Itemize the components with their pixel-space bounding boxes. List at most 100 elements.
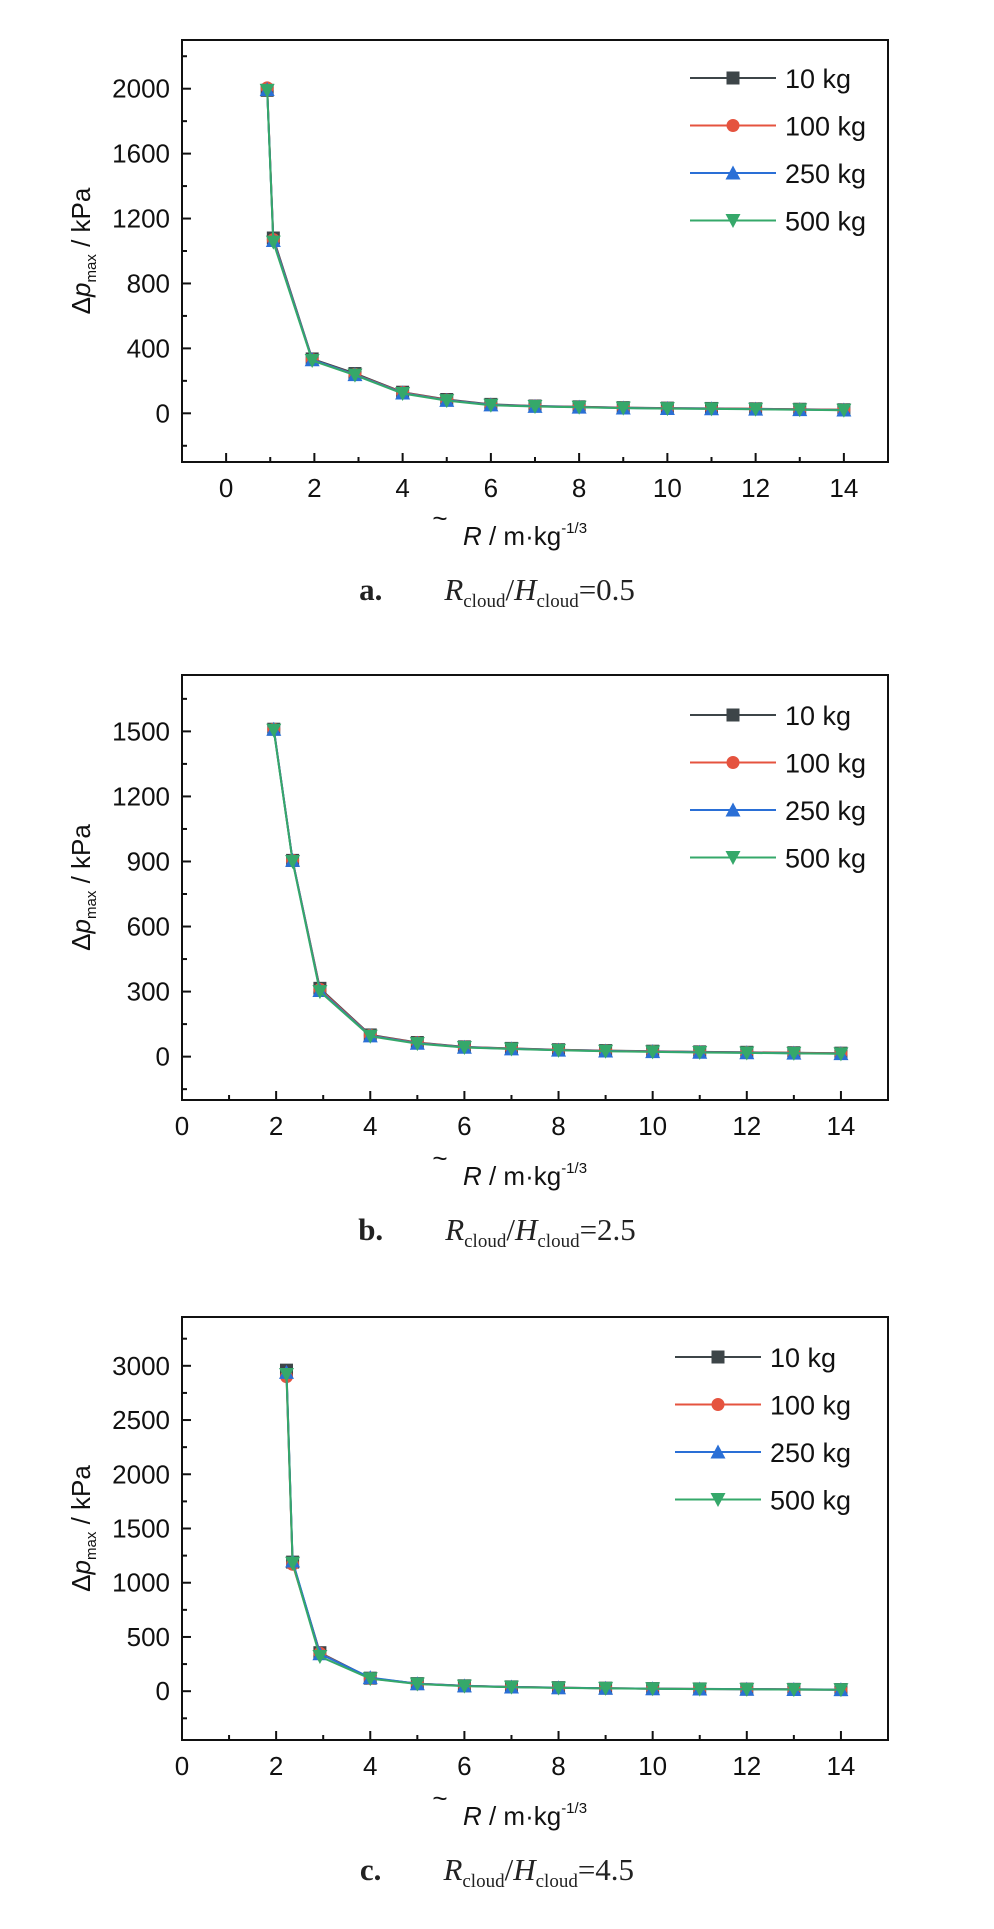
caption-gap bbox=[381, 1852, 443, 1887]
caption-R: R bbox=[443, 572, 463, 607]
x-tick-label: 8 bbox=[572, 473, 586, 503]
data-point bbox=[259, 83, 275, 98]
legend-label: 10 kg bbox=[770, 1343, 836, 1373]
legend-item: 100 kg bbox=[675, 1391, 851, 1421]
caption-letter: a. bbox=[359, 572, 382, 607]
legend-label: 500 kg bbox=[770, 1486, 851, 1516]
data-point bbox=[456, 1041, 472, 1056]
x-tick-label: 4 bbox=[395, 473, 409, 503]
x-tick-label: 14 bbox=[829, 473, 858, 503]
caption-value: =0.5 bbox=[579, 572, 635, 607]
data-point bbox=[265, 235, 281, 250]
y-tick-label: 1500 bbox=[112, 1514, 170, 1544]
caption-slash: / bbox=[505, 572, 514, 607]
legend-label: 100 kg bbox=[785, 749, 866, 779]
x-tick-label: 0 bbox=[175, 1111, 189, 1141]
legend-item: 100 kg bbox=[690, 112, 866, 142]
y-title-unit: / kPa bbox=[66, 1465, 96, 1532]
x-title-unit: / m·kg bbox=[482, 521, 561, 551]
legend-marker bbox=[725, 851, 741, 865]
data-point bbox=[692, 1682, 708, 1697]
legend-label: 250 kg bbox=[785, 796, 866, 826]
legend-marker bbox=[725, 802, 741, 817]
series-line bbox=[285, 1372, 841, 1691]
x-tick-label: 2 bbox=[269, 1751, 283, 1781]
plot-frame bbox=[181, 39, 889, 463]
legend-item: 500 kg bbox=[675, 1486, 851, 1516]
data-point bbox=[598, 1044, 614, 1059]
data-point bbox=[833, 1683, 849, 1698]
x-title-tilde: ~ bbox=[432, 1143, 447, 1173]
caption-gap bbox=[382, 572, 444, 607]
caption-H: H bbox=[512, 1852, 537, 1887]
x-title-R: R bbox=[463, 521, 482, 551]
data-point bbox=[362, 1029, 378, 1044]
caption-gap bbox=[383, 1212, 445, 1247]
x-tick-label: 12 bbox=[741, 473, 770, 503]
legend-marker bbox=[711, 1398, 725, 1411]
x-tick-label: 14 bbox=[826, 1111, 855, 1141]
x-title-unit: / m·kg bbox=[482, 1801, 561, 1831]
y-tick-label: 400 bbox=[127, 333, 170, 363]
x-tick-label: 6 bbox=[457, 1751, 471, 1781]
legend-marker bbox=[710, 1493, 726, 1507]
series-line bbox=[272, 729, 841, 1055]
y-tick-label: 2000 bbox=[112, 1459, 170, 1489]
x-title-tilde: ~ bbox=[432, 1783, 447, 1813]
legend-marker bbox=[726, 119, 740, 132]
legend-item: 250 kg bbox=[690, 159, 866, 189]
chart-panel-a: 0 2 4 6 8 10 12 14 0 400 800 1200 1600 2000 Δpmax / kP… bbox=[0, 0, 994, 640]
x-tick-label: 4 bbox=[363, 1751, 377, 1781]
chart-svg-a: 0 2 4 6 8 10 12 14 0 400 800 1200 1600 2000 Δpmax / kP… bbox=[66, 39, 889, 612]
y-tick-label: 1000 bbox=[112, 1568, 170, 1598]
chart-panel-c: 0 2 4 6 8 10 12 14 0 500 1000 1500 2000 2500 3000 Δpmax… bbox=[0, 1280, 994, 1929]
data-point bbox=[571, 400, 587, 415]
legend-label: 10 kg bbox=[785, 64, 851, 94]
data-point bbox=[551, 1681, 567, 1696]
legend-item: 250 kg bbox=[690, 796, 866, 826]
data-point bbox=[439, 394, 455, 409]
legend-marker bbox=[726, 71, 740, 85]
legend-item: 10 kg bbox=[690, 701, 851, 731]
data-point bbox=[285, 1556, 301, 1571]
data-point bbox=[551, 1043, 567, 1058]
series-line bbox=[266, 87, 844, 411]
legend-item: 10 kg bbox=[675, 1343, 836, 1373]
x-axis-title: R / m·kg-1/3 bbox=[463, 1160, 587, 1191]
x-tick-label: 4 bbox=[363, 1111, 377, 1141]
data-point bbox=[645, 1045, 661, 1060]
legend-marker bbox=[726, 708, 740, 722]
legend: 10 kg 100 kg 250 kg 500 kg bbox=[675, 1343, 851, 1516]
data-point bbox=[692, 1046, 708, 1061]
legend-label: 100 kg bbox=[770, 1391, 851, 1421]
series-500-kg bbox=[259, 83, 852, 418]
legend-marker bbox=[726, 756, 740, 769]
data-point bbox=[503, 1680, 519, 1695]
y-title-delta: Δ bbox=[66, 1574, 96, 1591]
legend-label: 100 kg bbox=[785, 112, 866, 142]
series-line bbox=[266, 89, 844, 412]
x-tick-label: 0 bbox=[175, 1751, 189, 1781]
x-tick-label: 10 bbox=[638, 1751, 667, 1781]
data-point bbox=[312, 985, 328, 1000]
caption-H: H bbox=[514, 1212, 539, 1247]
legend-marker bbox=[711, 1350, 725, 1364]
caption-sub1: cloud bbox=[462, 1871, 505, 1892]
y-axis-title: Δpmax / kPa bbox=[66, 1465, 100, 1592]
data-point bbox=[503, 1042, 519, 1057]
chart-svg-c: 0 2 4 6 8 10 12 14 0 500 1000 1500 2000 2500 3000 Δpmax… bbox=[66, 1316, 889, 1892]
x-tick-label: 0 bbox=[219, 473, 233, 503]
series-10-kg bbox=[260, 83, 851, 417]
x-tick-label: 14 bbox=[826, 1751, 855, 1781]
series-100-kg bbox=[267, 722, 848, 1060]
series-500-kg bbox=[266, 723, 849, 1062]
caption-letter: b. bbox=[358, 1212, 383, 1247]
legend: 10 kg 100 kg 250 kg 500 kg bbox=[690, 64, 866, 237]
data-point bbox=[704, 402, 719, 417]
data-point bbox=[527, 399, 543, 414]
data-point bbox=[285, 854, 301, 869]
series-10-kg bbox=[279, 1363, 848, 1697]
panel-caption: b. Rcloud/Hcloud=2.5 bbox=[358, 1212, 636, 1252]
legend-item: 250 kg bbox=[675, 1438, 851, 1468]
y-tick-label: 0 bbox=[156, 1676, 170, 1706]
